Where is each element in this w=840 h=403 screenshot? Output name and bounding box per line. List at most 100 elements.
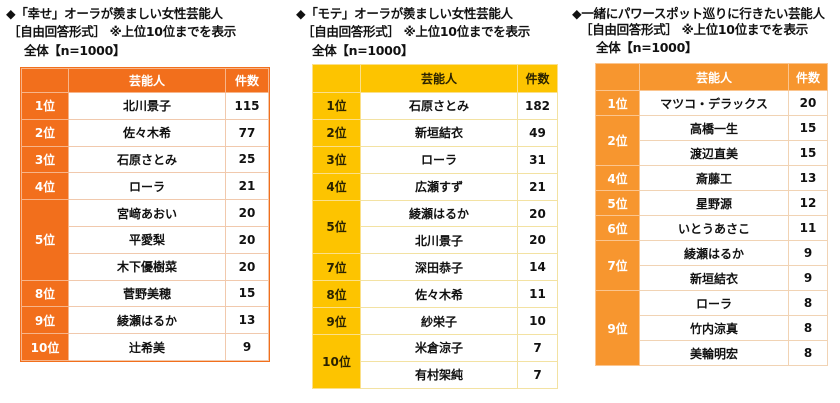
count-cell: 20 [788, 90, 828, 116]
sample-size: 全体【n=1000】 [596, 40, 698, 55]
table-row: 2位 高橋一生 15 [595, 115, 828, 166]
count-cell: 20 [225, 252, 269, 281]
header-count: 件数 [788, 63, 828, 91]
rank-cell: 7位 [595, 240, 640, 291]
rank-cell: 3位 [312, 145, 361, 174]
count-cell: 77 [225, 118, 269, 147]
table-row: 2位 新垣結衣 49 [312, 118, 558, 147]
name-cell: ローラ [639, 290, 789, 316]
name-cell: 竹内涼真 [639, 315, 789, 341]
count-cell: 9 [225, 333, 269, 361]
count-cell: 20 [225, 225, 269, 254]
table-row: 1位 北川景子 115 [21, 92, 269, 120]
rank-cell: 4位 [595, 165, 640, 191]
rank-cell: 2位 [312, 118, 361, 147]
rank-cell: 1位 [312, 92, 361, 120]
ranking-table: 芸能人 件数 1位 石原さとみ 182 2位 新垣結衣 49 3位 ローラ 31… [312, 64, 558, 389]
name-cell: 宮﨑あおい [68, 199, 226, 227]
table-row: 9位 綾瀬はるか 13 [21, 306, 269, 335]
count-cell: 9 [788, 265, 828, 291]
table-row: 6位 いとうあさこ 11 [595, 215, 828, 241]
rank-cell: 2位 [595, 115, 640, 166]
name-cell: 木下優樹菜 [68, 252, 226, 281]
count-cell: 31 [517, 145, 558, 174]
count-cell: 115 [225, 92, 269, 120]
count-cell: 8 [788, 315, 828, 341]
table-row: 1位 マツコ・デラックス 20 [595, 90, 828, 116]
rank-cell: 6位 [595, 215, 640, 241]
table-row: 5位 綾瀬はるか 20 [312, 199, 558, 255]
sample-size: 全体【n=1000】 [24, 43, 126, 58]
name-cell: 新垣結衣 [360, 118, 518, 147]
panel-title: ◆「モテ」オーラが羨ましい女性芸能人 [296, 6, 513, 21]
table-row: 竹内涼真 8 [596, 315, 828, 341]
name-cell: 高橋一生 [639, 115, 789, 141]
count-cell: 20 [517, 199, 558, 228]
rank-cell: 3位 [21, 145, 69, 174]
name-cell: 佐々木希 [360, 280, 518, 309]
rank-cell: 7位 [312, 253, 361, 282]
table-row: 7位 深田恭子 14 [312, 253, 558, 282]
rank-cell: 9位 [312, 307, 361, 336]
panel-title: ◆一緒にパワースポット巡りに行きたい芸能人 [572, 6, 825, 21]
count-cell: 15 [788, 115, 828, 141]
table-row: 5位 星野源 12 [595, 190, 828, 216]
table-row: 4位 広瀬すず 21 [312, 172, 558, 201]
name-cell: 渡辺直美 [639, 140, 789, 166]
count-cell: 9 [788, 240, 828, 266]
count-cell: 25 [225, 145, 269, 174]
name-cell: 広瀬すず [360, 172, 518, 201]
name-cell: 佐々木希 [68, 118, 226, 147]
count-cell: 182 [517, 92, 558, 120]
table-row: 3位 ローラ 31 [312, 145, 558, 174]
count-cell: 15 [225, 279, 269, 308]
rank-cell: 8位 [312, 280, 361, 309]
name-cell: マツコ・デラックス [639, 90, 789, 116]
rank-cell: 5位 [312, 199, 361, 255]
panel-subtitle: ［自由回答形式］ ※上位10位までを表示 [580, 22, 808, 37]
header-rank [595, 63, 640, 91]
name-cell: 米倉涼子 [360, 334, 518, 362]
rank-cell: 9位 [21, 306, 69, 335]
ranking-table: 芸能人 件数 1位 マツコ・デラックス 20 2位 高橋一生 15 渡辺直美 1… [595, 63, 828, 366]
rank-cell: 5位 [21, 199, 69, 281]
table-row: 3位 石原さとみ 25 [21, 145, 269, 174]
rank-cell: 2位 [21, 118, 69, 147]
name-cell: 深田恭子 [360, 253, 518, 282]
name-cell: 辻希美 [68, 333, 226, 361]
name-cell: 綾瀬はるか [68, 306, 226, 335]
table-row: 2位 佐々木希 77 [21, 118, 269, 147]
name-cell: 斎藤工 [639, 165, 789, 191]
name-cell: 有村架純 [360, 360, 518, 389]
table-row: 7位 綾瀬はるか 9 [595, 240, 828, 291]
name-cell: 北川景子 [360, 226, 518, 255]
sample-size: 全体【n=1000】 [312, 43, 414, 58]
table-row: 9位 ローラ 8 [595, 290, 828, 366]
name-cell: ローラ [360, 145, 518, 174]
table-row: 木下優樹菜 20 [22, 252, 269, 281]
table-row: 美輪明宏 8 [596, 340, 828, 366]
table-row: 1位 石原さとみ 182 [312, 92, 558, 120]
rank-cell: 10位 [312, 334, 361, 389]
header-name: 芸能人 [68, 68, 226, 93]
count-cell: 20 [517, 226, 558, 255]
table-row: 10位 辻希美 9 [21, 333, 269, 361]
header-rank [21, 68, 69, 93]
table-row: 9位 紗栄子 10 [312, 307, 558, 336]
count-cell: 14 [517, 253, 558, 282]
panel-title: ◆「幸せ」オーラが羨ましい女性芸能人 [6, 6, 223, 21]
count-cell: 12 [788, 190, 828, 216]
table-row: 新垣結衣 9 [596, 265, 828, 291]
rank-cell: 1位 [595, 90, 640, 116]
name-cell: 紗栄子 [360, 307, 518, 336]
table-row: 渡辺直美 15 [596, 140, 828, 166]
name-cell: 石原さとみ [360, 92, 518, 120]
ranking-table: 芸能人 件数 1位 北川景子 115 2位 佐々木希 77 3位 石原さとみ 2… [20, 67, 270, 362]
name-cell: 綾瀬はるか [639, 240, 789, 266]
rank-cell: 4位 [21, 172, 69, 201]
name-cell: 北川景子 [68, 92, 226, 120]
count-cell: 49 [517, 118, 558, 147]
name-cell: 綾瀬はるか [360, 199, 518, 228]
name-cell: ローラ [68, 172, 226, 201]
name-cell: 平愛梨 [68, 225, 226, 254]
